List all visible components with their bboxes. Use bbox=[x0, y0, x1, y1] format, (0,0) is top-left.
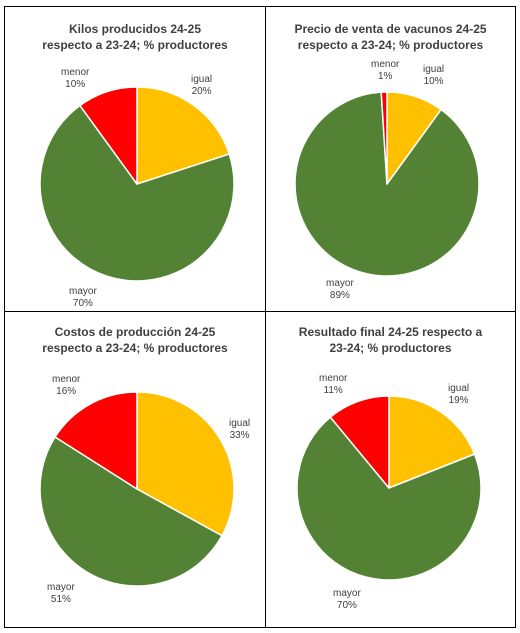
slice-label-value: 1% bbox=[377, 71, 393, 82]
slice-label-menor: menor 10% bbox=[61, 67, 89, 91]
slice-label-igual: igual 19% bbox=[448, 383, 469, 407]
slice-label-mayor: mayor 70% bbox=[69, 286, 97, 310]
pie-chart-precio-venta-vacunos: Precio de venta de vacunos 24-25 respect… bbox=[265, 6, 516, 312]
slice-label-mayor: mayor 51% bbox=[47, 582, 75, 606]
slice-label-mayor: mayor 70% bbox=[333, 588, 361, 612]
pie-chart-kilos-producidos: Kilos producidos 24-25 respecto a 23-24;… bbox=[4, 6, 266, 312]
pie-slice-mayor bbox=[39, 436, 223, 587]
pie-plot bbox=[39, 391, 235, 587]
slice-label-menor: menor 11% bbox=[319, 373, 347, 397]
slice-label-name: mayor bbox=[69, 286, 97, 297]
slice-label-igual: igual 33% bbox=[229, 418, 250, 442]
slice-label-menor: menor 16% bbox=[52, 374, 80, 398]
pie-plot bbox=[296, 395, 482, 581]
slice-label-name: menor bbox=[61, 67, 90, 78]
chart-title: Precio de venta de vacunos 24-25 respect… bbox=[294, 22, 487, 52]
slice-label-value: 70% bbox=[72, 298, 93, 309]
slice-label-value: 11% bbox=[323, 385, 343, 396]
pie-slice-menor bbox=[380, 91, 388, 185]
slice-label-name: igual bbox=[448, 383, 470, 394]
slice-label-igual: igual 20% bbox=[191, 74, 212, 98]
slice-label-name: menor bbox=[52, 374, 81, 385]
slice-label-value: 20% bbox=[191, 86, 212, 97]
slice-label-value: 70% bbox=[336, 600, 357, 611]
slice-label-name: igual bbox=[191, 74, 213, 85]
slice-label-igual: igual 10% bbox=[423, 64, 444, 88]
slice-label-name: menor bbox=[319, 373, 348, 384]
slice-label-name: igual bbox=[423, 64, 445, 75]
slice-label-name: menor bbox=[371, 59, 400, 70]
pie-plot bbox=[39, 86, 235, 282]
slice-label-menor: menor 1% bbox=[371, 59, 399, 83]
slice-label-value: 10% bbox=[65, 79, 86, 90]
pie-slice-igual bbox=[388, 395, 476, 489]
slice-label-value: 19% bbox=[448, 395, 469, 406]
slice-label-value: 10% bbox=[423, 76, 444, 87]
chart-title: Costos de producción 24-25 respecto a 23… bbox=[42, 325, 228, 355]
pie-slice-menor bbox=[329, 395, 390, 489]
slice-label-mayor: mayor 89% bbox=[326, 278, 354, 302]
chart-title: Kilos producidos 24-25 respecto a 23-24;… bbox=[42, 22, 228, 52]
slice-label-value: 16% bbox=[56, 386, 77, 397]
pie-slice-igual bbox=[136, 86, 230, 185]
slice-label-value: 51% bbox=[50, 594, 71, 605]
slice-label-value: 89% bbox=[329, 290, 350, 301]
slice-label-value: 33% bbox=[229, 430, 250, 441]
chart-title: Resultado final 24-25 respecto a 23-24; … bbox=[298, 325, 483, 355]
pie-plot bbox=[294, 91, 480, 277]
slice-label-name: mayor bbox=[47, 582, 75, 593]
slice-label-name: igual bbox=[229, 418, 251, 429]
pie-slice-mayor bbox=[39, 104, 235, 282]
pie-slice-menor bbox=[79, 86, 138, 185]
pie-chart-costos-produccion: Costos de producción 24-25 respecto a 23… bbox=[4, 311, 266, 628]
slice-label-name: mayor bbox=[326, 278, 354, 289]
pie-chart-resultado-final: Resultado final 24-25 respecto a 23-24; … bbox=[265, 311, 516, 628]
pie-slice-menor bbox=[54, 391, 138, 490]
pie-slice-igual bbox=[136, 391, 235, 537]
pie-slice-mayor bbox=[296, 416, 482, 581]
slice-label-name: mayor bbox=[333, 588, 361, 599]
